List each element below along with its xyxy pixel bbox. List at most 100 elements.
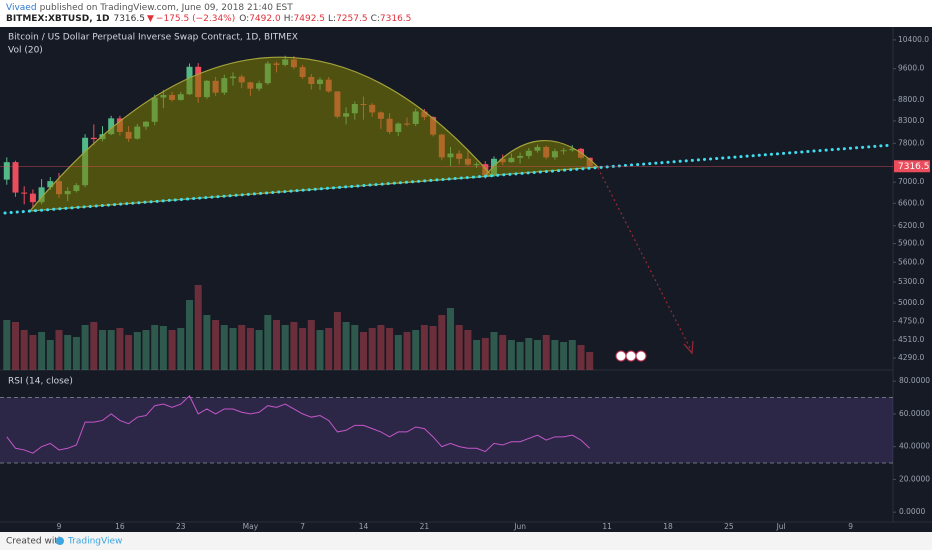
volume-bar: [90, 322, 98, 370]
volume-bar: [255, 330, 263, 370]
volume-bar: [455, 325, 463, 370]
volume-bar: [586, 352, 594, 370]
volume-bar: [377, 325, 385, 370]
volume-bar: [351, 325, 359, 370]
cup-drawing: [28, 56, 494, 212]
volume-bar: [264, 315, 272, 370]
arrow: ▼: [147, 14, 154, 24]
time-label: Jun: [513, 522, 526, 531]
price-tick-label: 9600.0: [898, 64, 924, 73]
rsi-tick-label: 0.0000: [899, 507, 925, 516]
candle-body: [90, 137, 97, 140]
published: published on TradingView.com, June 09, 2…: [40, 3, 294, 13]
candle-body: [29, 193, 36, 203]
volume-bar: [386, 328, 394, 370]
price-tick-label: 8800.0: [898, 95, 924, 104]
volume-bar: [220, 325, 228, 370]
ticker-line: BITMEX:XBTUSD, 1D 7316.5 ▼ −175.5 (−2.34%) O…: [6, 14, 411, 24]
volume-bar: [542, 335, 550, 370]
price-tick-label: 4510.0: [898, 335, 924, 344]
price-tick-label: 10400.0: [898, 35, 929, 44]
volume-bar: [81, 325, 89, 370]
price-tick-label: 5300.0: [898, 277, 924, 286]
rsi-band: [0, 397, 893, 464]
volume-bar: [107, 330, 115, 370]
candle-body: [108, 118, 115, 135]
volume-bar: [168, 330, 176, 370]
plot: [0, 55, 893, 464]
volume-bar: [534, 340, 541, 370]
price-tick-label: 4750.0: [898, 316, 924, 325]
o-label: O:: [239, 14, 249, 24]
close: 7316.5: [380, 14, 412, 24]
volume-bar: [507, 340, 515, 370]
candle-body: [21, 192, 28, 194]
symbol: BITMEX:XBTUSD, 1D: [6, 14, 109, 24]
price-tick-label: 5900.0: [898, 239, 924, 248]
volume-bar: [142, 330, 150, 370]
volume-bar: [577, 345, 585, 370]
time-label: 9: [57, 522, 62, 531]
price-tick-label: 6600.0: [898, 198, 924, 207]
time-label: 7: [300, 522, 305, 531]
volume-bar: [177, 328, 185, 370]
open: 7492.0: [249, 14, 281, 24]
time-label: May: [243, 522, 259, 531]
price-tick-label: 7000.0: [898, 177, 924, 186]
volume-bar: [325, 328, 333, 370]
volume-bar: [429, 326, 437, 370]
author[interactable]: Vivaed: [6, 3, 37, 13]
volume-bar: [203, 315, 211, 370]
volume-bar: [99, 330, 106, 370]
high: 7492.5: [294, 14, 326, 24]
footer-brand[interactable]: TradingView: [67, 537, 122, 547]
last: 7316.5: [113, 14, 145, 24]
l-label: L:: [328, 14, 336, 24]
volume-bar: [281, 325, 289, 370]
volume-bar: [290, 322, 298, 370]
time-label: 14: [359, 522, 369, 531]
volume-bar: [464, 330, 472, 370]
volume-bar: [360, 332, 367, 370]
volume-bar: [551, 340, 559, 370]
volume-bar: [525, 338, 533, 370]
time-label: 11: [602, 522, 612, 531]
price-tick-label: 4290.0: [898, 353, 924, 362]
candle-body: [47, 181, 54, 188]
change: −175.5 (−2.34%): [156, 14, 235, 24]
cup-drawing: [483, 139, 600, 177]
price-tick-label: 6200.0: [898, 221, 924, 230]
volume-bar: [116, 328, 124, 370]
price-tick-label: 8300.0: [898, 116, 924, 125]
volume-bar: [133, 332, 141, 370]
price-tick-label: 5000.0: [898, 298, 924, 307]
volume-bar: [72, 337, 80, 370]
low: 7257.5: [336, 14, 368, 24]
volume-bar: [186, 300, 193, 370]
trendline: [3, 143, 895, 215]
volume-bar: [412, 330, 420, 370]
volume-bar: [20, 330, 28, 370]
time-label: 23: [176, 522, 186, 531]
volume-bar: [499, 335, 507, 370]
event-icons[interactable]: [615, 350, 647, 362]
volume-bar: [55, 330, 63, 370]
candle-body: [12, 162, 19, 193]
volume-bar: [403, 332, 411, 370]
volume-bar: [229, 328, 237, 370]
volume-bar: [12, 322, 19, 370]
time-label: 18: [663, 522, 673, 531]
volume-bar: [64, 335, 72, 370]
volume-bar: [29, 335, 37, 370]
time-label: Jul: [776, 522, 786, 531]
time-label: 21: [420, 522, 430, 531]
volume-bar: [333, 312, 341, 370]
volume-bar: [212, 320, 220, 370]
volume-label: Vol (20): [8, 46, 43, 56]
volume-bar: [568, 340, 576, 370]
volume-bar: [447, 308, 454, 370]
last-price-box: [894, 160, 930, 173]
volume-bar: [151, 325, 159, 370]
volume-bar: [420, 325, 428, 370]
rsi-line: [6, 395, 591, 454]
